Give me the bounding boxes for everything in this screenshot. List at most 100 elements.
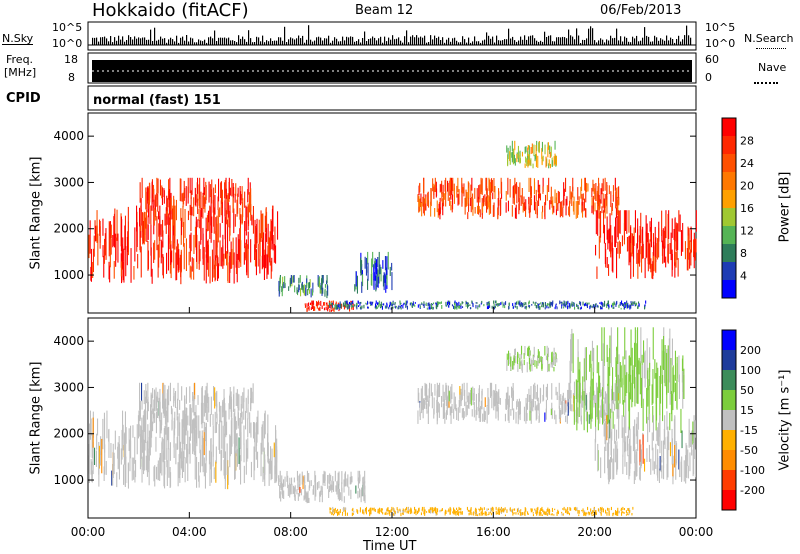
range-gate-mark (234, 214, 236, 227)
range-gate-mark (202, 402, 204, 424)
range-gate-mark (601, 506, 603, 510)
range-gate-mark (536, 392, 538, 400)
range-gate-mark (666, 463, 668, 480)
range-gate-mark (478, 185, 480, 200)
noise-bar (312, 41, 314, 45)
range-gate-mark (194, 382, 196, 400)
range-gate-mark (628, 305, 630, 308)
range-gate-mark (155, 436, 157, 452)
range-gate-mark (542, 509, 544, 513)
noise-bar (236, 42, 238, 45)
range-gate-mark (371, 272, 373, 286)
noise-bar (654, 35, 656, 45)
range-gate-mark (239, 208, 241, 220)
range-gate-mark (324, 290, 326, 297)
range-gate-mark (182, 205, 184, 227)
range-gate-mark (306, 289, 308, 295)
range-gate-mark (230, 241, 232, 269)
range-gate-mark (591, 378, 593, 419)
range-gate-mark (460, 303, 462, 306)
range-gate-mark (498, 303, 500, 306)
noise-bar (330, 42, 332, 45)
range-gate-mark (599, 199, 601, 209)
range-gate-mark (282, 276, 284, 287)
range-gate-mark (120, 448, 122, 465)
range-gate-mark (509, 145, 511, 156)
range-gate-mark (484, 397, 486, 407)
range-gate-mark (192, 392, 194, 401)
range-gate-mark (283, 282, 285, 289)
range-gate-mark (296, 287, 298, 294)
range-gate-mark (606, 304, 608, 308)
range-gate-mark (185, 186, 187, 206)
range-gate-mark (177, 398, 179, 415)
range-gate-mark (642, 398, 644, 431)
range-gate-mark (306, 278, 308, 284)
range-gate-mark (428, 388, 430, 407)
range-gate-mark (239, 455, 241, 470)
range-gate-mark (462, 187, 464, 194)
range-gate-mark (543, 384, 545, 401)
noise-bar (674, 42, 676, 45)
range-gate-mark (509, 152, 511, 165)
colorbar-tick-label: -200 (740, 484, 765, 497)
range-gate-mark (678, 355, 680, 382)
range-gate-mark (451, 304, 453, 307)
range-gate-mark (578, 369, 580, 417)
range-gate-mark (667, 213, 669, 245)
range-gate-mark (653, 241, 655, 256)
range-gate-mark (425, 196, 427, 204)
range-gate-mark (610, 225, 612, 253)
range-gate-mark (650, 217, 652, 248)
range-gate-mark (254, 244, 256, 260)
range-gate-mark (512, 148, 514, 156)
range-gate-mark (369, 301, 371, 304)
range-gate-mark (142, 415, 144, 445)
range-gate-mark (334, 509, 336, 513)
noise-bar (316, 37, 318, 45)
range-gate-mark (633, 236, 635, 259)
range-gate-mark (157, 194, 159, 212)
noise-bar (652, 41, 654, 45)
range-gate-mark (532, 163, 534, 169)
range-gate-mark (628, 510, 630, 514)
range-gate-mark (612, 367, 614, 401)
range-gate-mark (541, 141, 543, 152)
noise-bar (492, 36, 494, 45)
range-gate-mark (572, 186, 574, 198)
range-gate-mark (437, 401, 439, 413)
range-gate-mark (162, 254, 164, 276)
range-gate-mark (515, 305, 517, 308)
range-gate-mark (684, 241, 686, 260)
range-gate-mark (538, 415, 540, 423)
range-gate-mark (491, 506, 493, 510)
range-gate-mark (693, 251, 695, 269)
range-gate-mark (341, 514, 343, 516)
noise-bar (96, 37, 98, 45)
range-gate-mark (438, 301, 440, 304)
range-gate-mark (470, 184, 472, 198)
range-gate-mark (548, 177, 550, 192)
range-gate-mark (571, 404, 573, 412)
noise-bar (450, 41, 452, 45)
colorbar-segment (722, 208, 736, 227)
range-gate-mark (625, 514, 627, 516)
range-gate-mark (518, 186, 520, 203)
range-gate-mark (270, 261, 272, 279)
noise-bar (116, 40, 118, 45)
range-gate-mark (154, 389, 156, 409)
range-gate-mark (519, 510, 521, 513)
range-gate-mark (396, 510, 398, 513)
range-gate-mark (173, 430, 175, 448)
range-gate-mark (127, 206, 129, 233)
range-gate-mark (90, 266, 92, 281)
range-gate-mark (339, 301, 341, 306)
noise-bar (626, 37, 628, 45)
range-gate-mark (337, 508, 339, 512)
range-gate-mark (694, 449, 696, 478)
range-gate-mark (617, 510, 619, 514)
range-gate-mark (168, 448, 170, 478)
range-gate-mark (488, 398, 490, 414)
range-gate-mark (105, 228, 107, 250)
range-gate-mark (550, 302, 552, 305)
